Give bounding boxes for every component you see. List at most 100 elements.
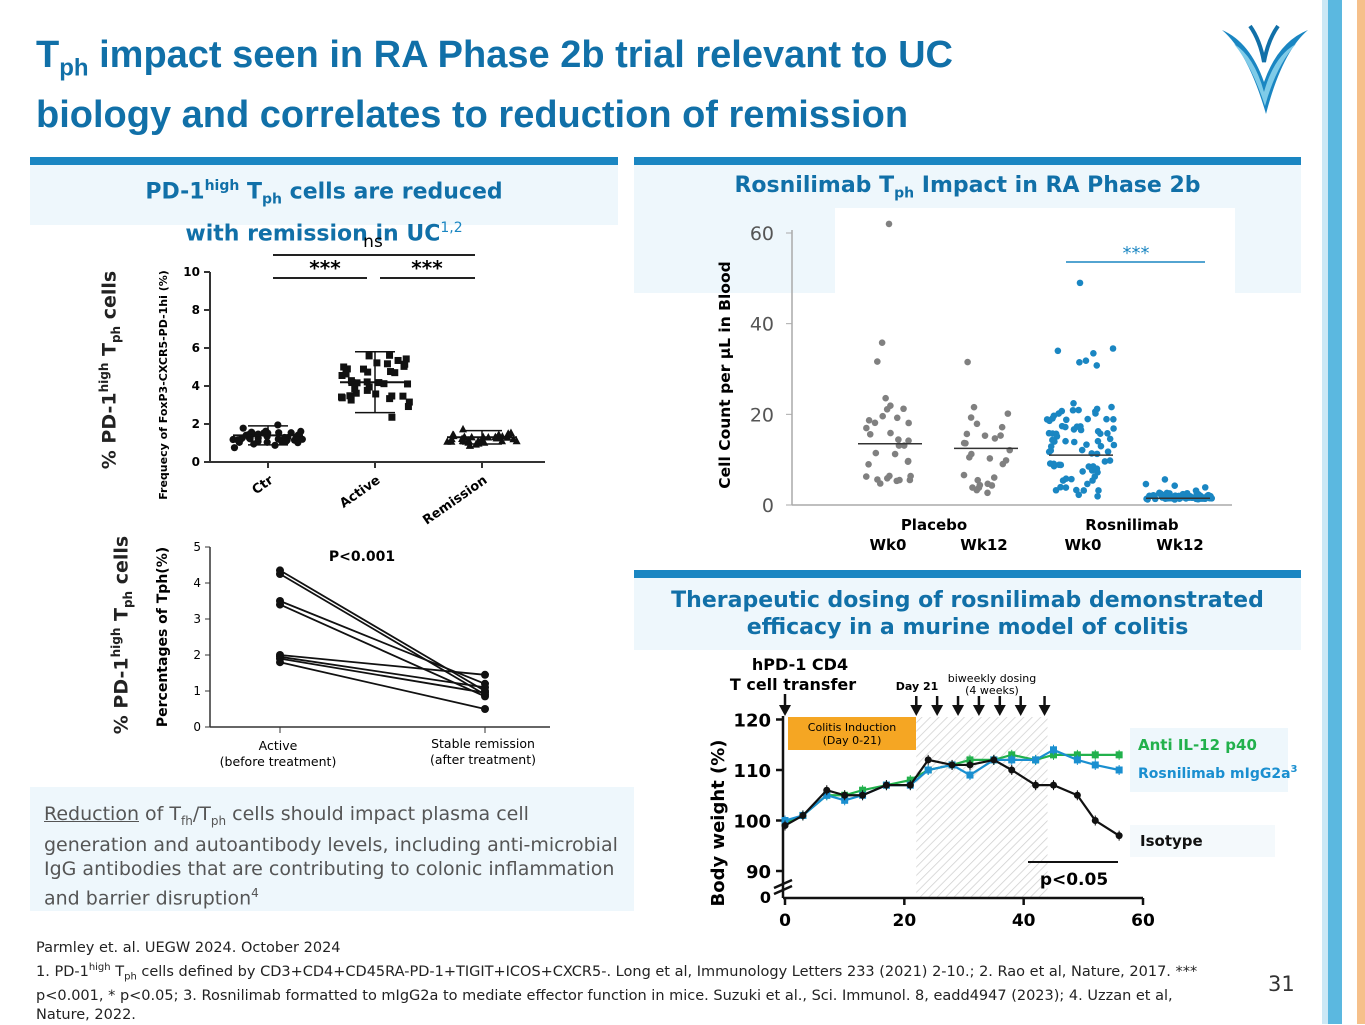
uc-point [383, 360, 391, 368]
ra-point [1073, 486, 1080, 494]
lp-title-sub: ph [262, 191, 283, 208]
title-tph-sub: ph [59, 54, 89, 82]
ra-point [1049, 436, 1056, 444]
bw-point [1091, 751, 1099, 759]
right-bottom-title: Therapeutic dosing of rosnilimab demonst… [634, 587, 1301, 641]
ra-ytick-label: 40 [750, 314, 774, 336]
ra-point [1050, 412, 1058, 420]
uc-sig-2: *** [411, 256, 443, 280]
uc-point [365, 352, 373, 360]
ra-point [871, 419, 879, 427]
ra-point [984, 489, 991, 497]
colitis-label-2: (Day 0-21) [823, 734, 882, 747]
bw-point [966, 771, 974, 779]
ra-point [1108, 403, 1115, 411]
uc-point [351, 385, 359, 393]
paired-ytick-label: 3 [193, 612, 201, 626]
bw-point [906, 781, 914, 789]
uc-point [254, 430, 262, 438]
bw-ytick-zero: 0 [760, 888, 771, 907]
ra-point [1004, 410, 1012, 417]
ra-point [1109, 345, 1117, 352]
dose-arrow-head [972, 705, 985, 716]
title-line2: biology and correlates to reduction of r… [36, 93, 909, 136]
bw-ytick-label: 100 [733, 812, 771, 833]
ra-point [1192, 487, 1200, 494]
ra-point [1080, 487, 1088, 494]
ra-point [1104, 430, 1111, 437]
paired-ytick-label: 0 [193, 720, 201, 734]
ra-point [973, 420, 981, 428]
bw-point [1050, 746, 1057, 754]
ra-group-placebo: Placebo [901, 516, 967, 534]
uc-point [399, 392, 407, 400]
bw-point [1050, 751, 1057, 759]
ra-point [990, 474, 998, 481]
lp-title-line2: with remission in UC [185, 221, 441, 247]
ra-point [1045, 448, 1053, 456]
ra-point [1103, 415, 1110, 423]
note-t2: cells should impact plasma cell generati… [44, 803, 618, 910]
bw-chart-ylabel: Body weight (%) [708, 739, 729, 906]
ra-group-rosnilimab: Rosnilimab [1085, 516, 1179, 534]
ra-point [1195, 492, 1203, 500]
ra-point [1110, 425, 1117, 432]
ra-point [974, 476, 982, 484]
uc-point [292, 433, 301, 441]
paired-cat1-line2: (before treatment) [220, 754, 337, 769]
ra-point [893, 414, 901, 422]
lp-title-line2-sup: 1,2 [440, 219, 463, 236]
uc-point [347, 377, 355, 385]
colitis-label-1: Colitis Induction [808, 721, 896, 734]
footer-ref-b: T [110, 963, 125, 980]
uc-scatter-chart: Frequecy of FoxP3-CXCR5-PD-1hi (%) 0 2 4 6 8… [157, 232, 545, 528]
bw-point [1091, 761, 1099, 769]
uc-point [247, 428, 256, 436]
ra-point [1078, 446, 1086, 454]
legend-anti-il12: Anti IL-12 p40 [1138, 736, 1257, 754]
ra-point [1104, 448, 1112, 455]
yl2-a: % PD-1 [110, 657, 133, 735]
ra-point [991, 435, 999, 442]
ra-point [1106, 457, 1114, 464]
uc-point [239, 424, 247, 432]
ra-point [905, 419, 912, 427]
page-number: 31 [1268, 972, 1295, 996]
dose-arrow-head [931, 705, 944, 716]
uc-xticks: Ctr Active Remission [250, 462, 490, 528]
uc-sig-ns: ns [363, 232, 383, 252]
ra-point [970, 403, 978, 411]
ra-sig: *** [1123, 243, 1150, 264]
note-ph: ph [210, 813, 227, 828]
ra-point [1097, 442, 1105, 450]
uc-point [346, 392, 354, 400]
ra-point [1062, 437, 1069, 445]
bw-point [1008, 766, 1016, 774]
paired-point-before [276, 570, 284, 578]
ra-tp-2: Wk12 [960, 536, 1007, 554]
ra-point [1084, 415, 1092, 423]
dosing-label-1: biweekly dosing [948, 672, 1036, 685]
paired-line [279, 654, 486, 676]
ra-point [1208, 494, 1215, 502]
legend-rosnilimab: Rosnilimab mIgG2a3 [1138, 764, 1298, 782]
ra-point [1075, 406, 1082, 414]
ra-point [879, 412, 886, 420]
ra-point [1062, 484, 1070, 491]
bw-point [966, 756, 974, 764]
left-panel-header-bg [30, 165, 618, 225]
ra-point [988, 482, 996, 489]
ra-point [1093, 362, 1101, 369]
ra-point [865, 460, 872, 468]
ra-ytick-label: 0 [762, 495, 774, 517]
edge-bar-blue [1328, 0, 1342, 1024]
note-fh: fh [180, 813, 193, 828]
paired-point-after [481, 705, 489, 713]
footer-ref-sub: ph [124, 971, 137, 983]
dose-arrow-head [910, 705, 923, 716]
ra-point [1068, 475, 1075, 483]
lp-title-a: PD-1 [145, 179, 205, 205]
dosing-hatched-region [916, 717, 1048, 898]
paired-point-before [276, 658, 284, 667]
uc-point [363, 386, 371, 394]
